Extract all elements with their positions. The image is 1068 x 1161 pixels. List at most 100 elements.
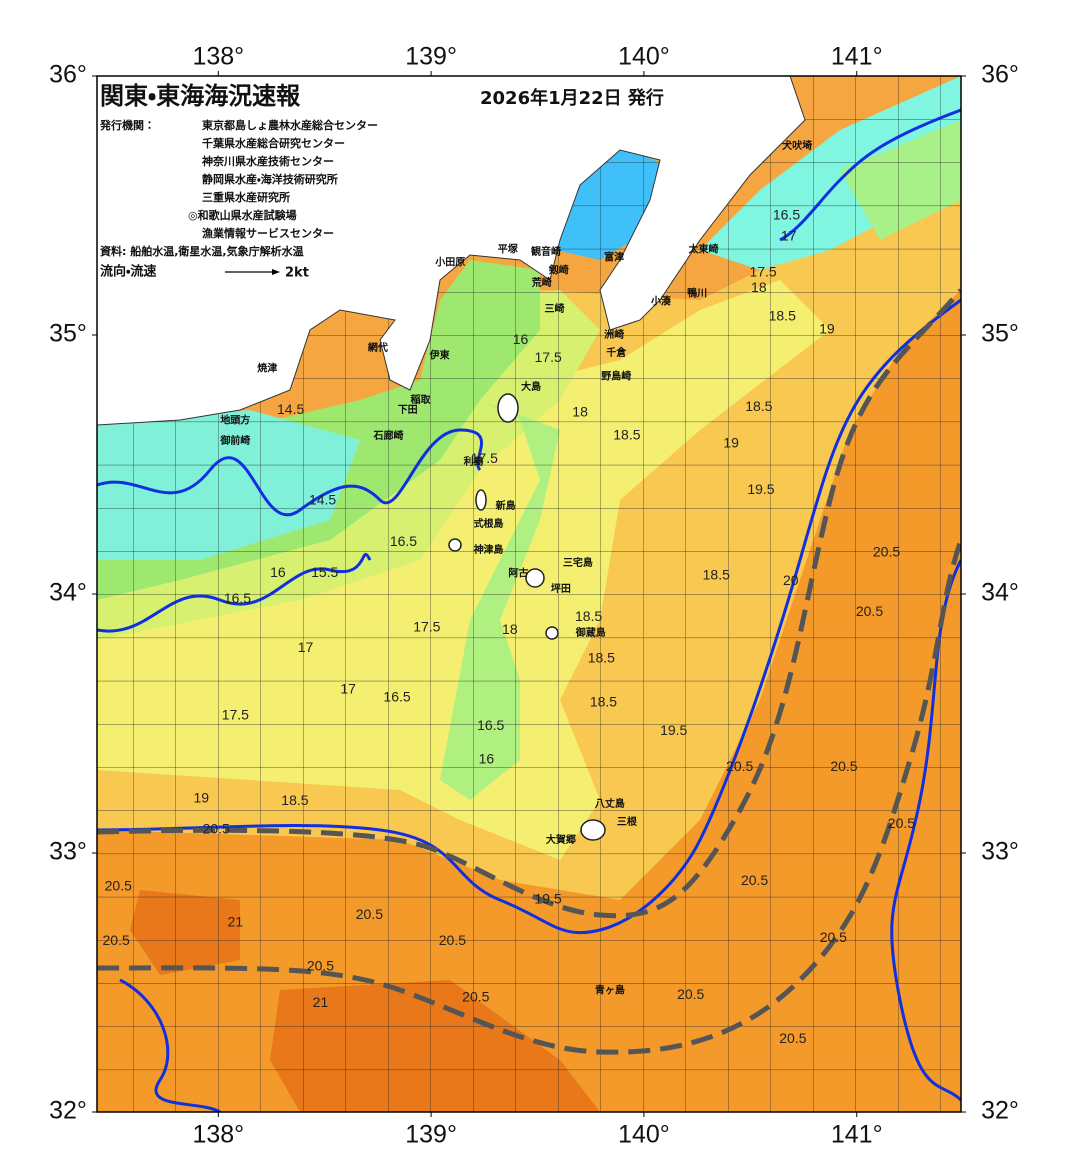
lat-label: 36° bbox=[49, 61, 87, 89]
lat-label: 32° bbox=[981, 1097, 1019, 1125]
lon-label: 139° bbox=[405, 43, 457, 71]
lat-label: 36° bbox=[981, 61, 1019, 89]
place-name: 三宅島 bbox=[563, 556, 593, 569]
place-name: 御蔵島 bbox=[575, 626, 606, 639]
place-name: 小田原 bbox=[434, 255, 465, 268]
isotherm-label: 20.5 bbox=[203, 820, 230, 836]
isotherm-label: 18.5 bbox=[588, 649, 615, 665]
lon-label: 139° bbox=[405, 1121, 457, 1149]
lon-label: 138° bbox=[192, 43, 244, 71]
isotherm-label: 14.5 bbox=[277, 401, 304, 417]
island bbox=[448, 538, 462, 552]
place-name: 伊東 bbox=[429, 349, 450, 362]
isotherm-label: 20.5 bbox=[307, 958, 334, 974]
isotherm-label: 18 bbox=[751, 279, 767, 295]
agency: 千葉県水産総合研究センター bbox=[202, 136, 345, 150]
place-name: 利島 bbox=[464, 455, 484, 468]
place-name: 阿古 bbox=[508, 566, 528, 579]
isotherm-label: 17 bbox=[298, 639, 314, 655]
agency: 神奈川県水産技術センター bbox=[201, 154, 334, 168]
place-name: 平塚 bbox=[498, 243, 519, 256]
kuroshio-axis bbox=[97, 539, 961, 1055]
isotherm-label: 20.5 bbox=[888, 815, 915, 831]
isotherm-label: 16 bbox=[479, 750, 495, 766]
island bbox=[580, 819, 606, 841]
agency: 漁業情報サービスセンター bbox=[202, 226, 334, 240]
isotherm-label: 18 bbox=[572, 403, 588, 419]
isotherm-label: 20.5 bbox=[830, 758, 857, 774]
place-name: 稲取 bbox=[410, 393, 431, 406]
lon-label: 141° bbox=[831, 1121, 883, 1149]
isotherm-label: 17.5 bbox=[535, 349, 562, 365]
place-name: 網代 bbox=[367, 341, 388, 354]
isotherm-label: 20.5 bbox=[103, 932, 130, 948]
place-name: 犬吠埼 bbox=[782, 139, 812, 152]
kuroshio-axis bbox=[97, 288, 961, 919]
isotherm-label: 15.5 bbox=[311, 564, 338, 580]
place-name: 剱崎 bbox=[548, 263, 569, 276]
map-body bbox=[97, 76, 961, 1112]
isotherm-label: 18 bbox=[502, 621, 518, 637]
lat-label: 32° bbox=[49, 1097, 87, 1125]
isotherm-label: 17 bbox=[781, 227, 797, 243]
place-name: 鴨川 bbox=[687, 287, 707, 300]
isotherm-label: 18.5 bbox=[281, 792, 308, 808]
data-source: 資料: 船舶水温,衛星水温,気象庁解析水温 bbox=[100, 244, 304, 258]
isotherm-label: 16.5 bbox=[390, 533, 417, 549]
isotherm-label: 20.5 bbox=[105, 877, 132, 893]
current-legend-label: 流向・流速 bbox=[100, 264, 156, 280]
lat-label: 33° bbox=[981, 838, 1019, 866]
contour bbox=[97, 552, 372, 633]
lat-label: 34° bbox=[49, 579, 87, 607]
isotherm-label: 19 bbox=[723, 434, 739, 450]
isotherm-label: 16 bbox=[513, 331, 529, 347]
place-name: 小湊 bbox=[650, 294, 672, 307]
lon-label: 140° bbox=[618, 1121, 670, 1149]
isotherm-label: 17.5 bbox=[222, 706, 249, 722]
place-name: 下田 bbox=[398, 404, 418, 416]
place-name: 富津 bbox=[604, 250, 624, 263]
isotherm-label: 16.5 bbox=[773, 207, 800, 223]
isotherm-label: 20.5 bbox=[726, 758, 753, 774]
isotherm-label: 17 bbox=[340, 681, 356, 697]
island bbox=[525, 568, 545, 588]
contour bbox=[97, 428, 483, 517]
lat-label: 35° bbox=[49, 320, 87, 348]
isotherm-label: 20.5 bbox=[820, 929, 847, 945]
agency: ◎和歌山県水産試験場 bbox=[188, 208, 297, 222]
agency: 静岡県水産・海洋技術研究所 bbox=[202, 172, 338, 186]
isotherm-label: 20.5 bbox=[439, 932, 466, 948]
land bbox=[97, 76, 806, 426]
isotherm-label: 17.5 bbox=[749, 264, 776, 280]
contour bbox=[119, 978, 221, 1112]
isotherm-label: 20.5 bbox=[356, 906, 383, 922]
place-name: 焼津 bbox=[257, 362, 277, 375]
island bbox=[475, 489, 487, 511]
isotherm-label: 16 bbox=[270, 564, 286, 580]
place-name: 地頭方 bbox=[220, 413, 250, 426]
island bbox=[497, 393, 519, 423]
isotherm-label: 18.5 bbox=[745, 398, 772, 414]
issue-date: 2026年1月22日 発行 bbox=[480, 87, 664, 109]
isotherm-label: 16.5 bbox=[383, 688, 410, 704]
isotherm-label: 20.5 bbox=[741, 872, 768, 888]
isotherm-label: 21 bbox=[313, 994, 329, 1010]
isotherm-label: 20.5 bbox=[462, 989, 489, 1005]
map-title: 関東・東海海況速報 bbox=[100, 82, 301, 110]
isotherm-label: 16.5 bbox=[477, 717, 504, 733]
place-name: 青ヶ島 bbox=[595, 983, 625, 996]
isotherm-label: 18.5 bbox=[590, 693, 617, 709]
kuroshio bbox=[97, 288, 961, 1055]
lon-label: 138° bbox=[192, 1121, 244, 1149]
isotherm-label: 20.5 bbox=[677, 986, 704, 1002]
current-arrow-head bbox=[272, 269, 280, 275]
place-name: 野島崎 bbox=[601, 369, 631, 382]
isotherm-label: 20.5 bbox=[873, 543, 900, 559]
isotherm-label: 16.5 bbox=[224, 590, 251, 606]
isotherm-label: 14.5 bbox=[309, 491, 336, 507]
place-name: 太東崎 bbox=[688, 243, 719, 256]
agency-label: 発行機関： bbox=[99, 118, 155, 132]
islands bbox=[448, 393, 606, 841]
lat-label: 34° bbox=[981, 579, 1019, 607]
